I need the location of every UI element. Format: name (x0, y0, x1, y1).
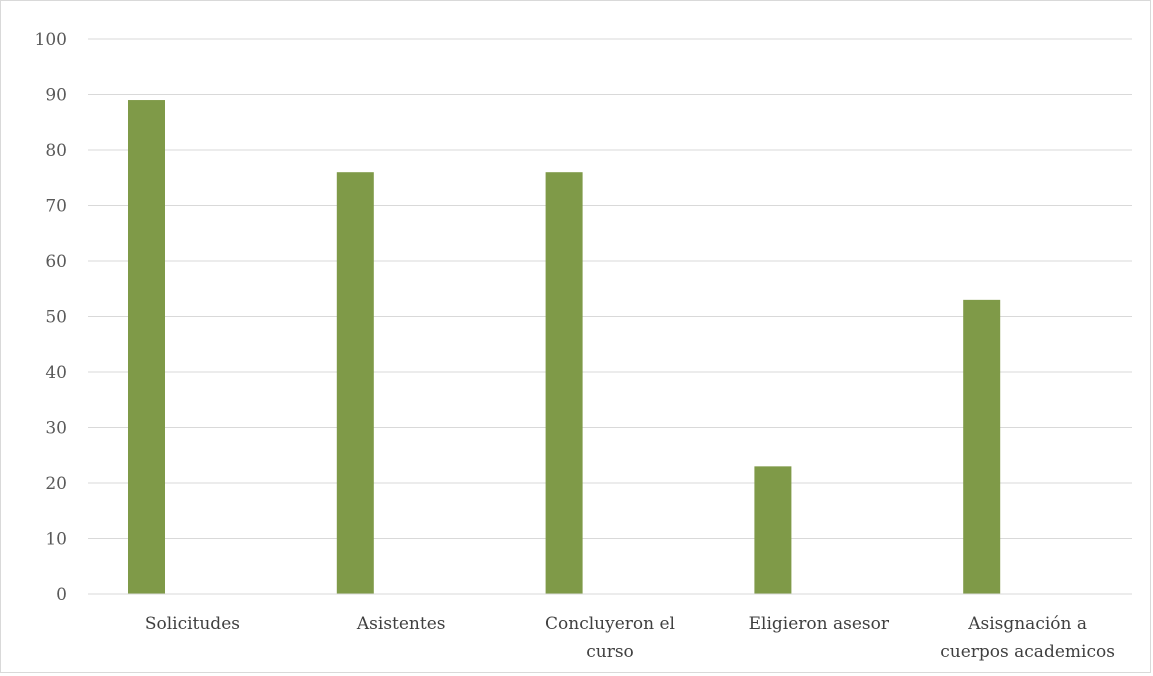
y-tick-label: 20 (45, 474, 67, 494)
bar-4 (963, 299, 1001, 594)
x-category-label: curso (586, 642, 634, 662)
y-tick-label: 50 (45, 308, 67, 328)
y-tick-label: 0 (56, 585, 67, 605)
y-tick-label: 100 (35, 30, 67, 50)
bars (128, 100, 1001, 595)
y-tick-label: 70 (45, 197, 67, 217)
y-tick-label: 40 (45, 363, 67, 383)
y-tick-label: 10 (45, 530, 67, 550)
y-axis-tick-labels: 0 10 20 30 40 50 60 70 80 90 100 (35, 30, 67, 605)
x-category-label: cuerpos academicos (940, 642, 1115, 662)
y-tick-label: 90 (45, 86, 67, 106)
x-category-label: Asisgnación a (967, 614, 1087, 634)
gridlines (88, 38, 1132, 539)
y-tick-label: 60 (45, 252, 67, 272)
bar-2 (545, 172, 583, 594)
x-category-label: Eligieron asesor (749, 614, 890, 634)
y-tick-label: 30 (45, 419, 67, 439)
bar-3 (754, 466, 792, 594)
y-tick-label: 80 (45, 141, 67, 161)
x-axis-category-labels: Solicitudes Asistentes Concluyeron el curso… (145, 614, 1115, 662)
bar-0 (128, 100, 165, 595)
bar-1 (336, 172, 374, 594)
x-category-label: Concluyeron el (545, 614, 675, 634)
x-category-label: Asistentes (356, 614, 446, 634)
x-category-label: Solicitudes (145, 614, 240, 634)
